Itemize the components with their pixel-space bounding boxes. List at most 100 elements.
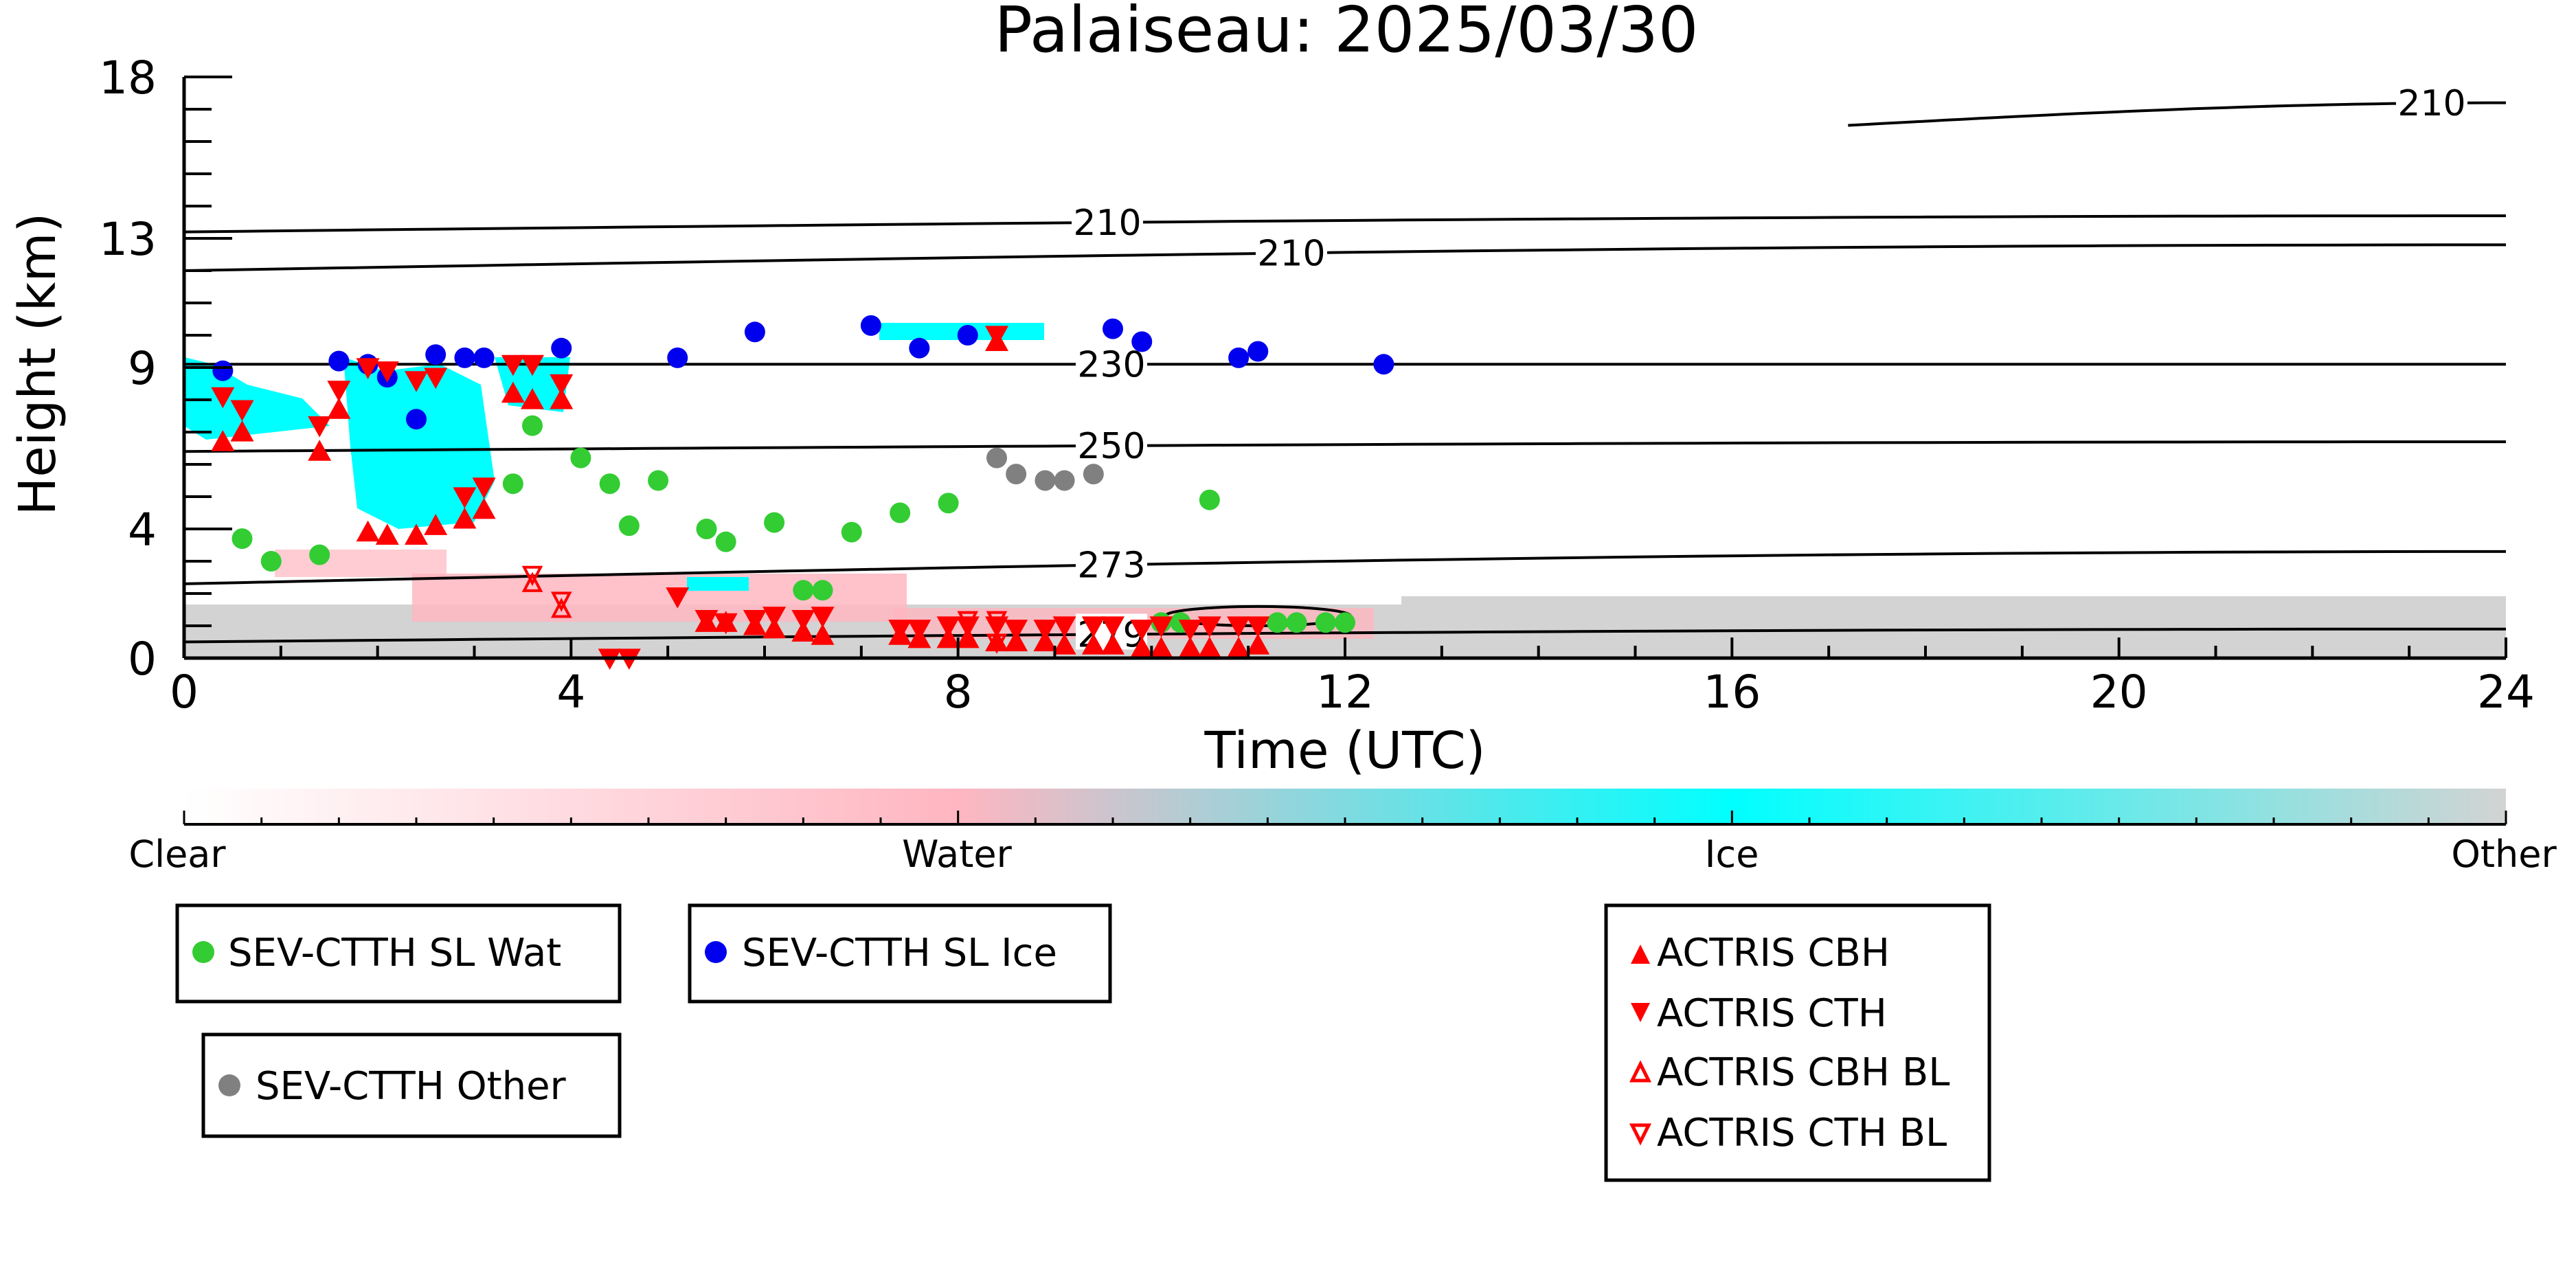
marker-actris-cth bbox=[666, 587, 690, 609]
marker-actris-cbh bbox=[762, 617, 787, 639]
marker-actris-cbh bbox=[936, 626, 960, 648]
isotherm-label-bg bbox=[1076, 343, 1147, 380]
marker-sev-ctth-sl-ice bbox=[1131, 331, 1153, 352]
marker-sev-ctth-sl-wat bbox=[231, 528, 253, 550]
marker-sev-ctth-sl-ice bbox=[957, 325, 978, 346]
x-tick-label: 8 bbox=[944, 666, 973, 719]
isotherm-label-bg bbox=[1076, 544, 1147, 580]
marker-sev-ctth-sl-wat bbox=[1199, 489, 1220, 510]
marker-sev-ctth-sl-ice bbox=[1247, 341, 1269, 362]
legend-box-sev-ice: SEV-CTTH SL Ice bbox=[688, 903, 1112, 1004]
isotherm-label-bg bbox=[1256, 232, 1327, 269]
x-tick-label: 20 bbox=[2090, 666, 2148, 719]
marker-actris-cbh bbox=[811, 624, 835, 645]
marker-actris-cbh bbox=[453, 507, 477, 529]
marker-actris-cbh bbox=[375, 523, 399, 545]
marker-actris-cbh bbox=[1081, 633, 1105, 655]
marker-actris-cbh bbox=[1178, 636, 1202, 658]
isotherm-label-bg bbox=[1076, 425, 1147, 461]
marker-sev-ctth-sl-wat bbox=[522, 415, 543, 436]
marker-actris-cth-bl bbox=[521, 565, 543, 587]
colorbar-label-clear: Clear bbox=[128, 833, 226, 876]
colorbar-ticks bbox=[183, 811, 2507, 824]
isotherm-label: 273 bbox=[1077, 545, 1145, 586]
isotherm-label: 230 bbox=[1077, 344, 1145, 385]
marker-sev-ctth-sl-wat bbox=[570, 447, 591, 468]
marker-sev-ctth-sl-ice bbox=[1373, 354, 1394, 375]
marker-sev-ctth-sl-ice bbox=[406, 409, 427, 430]
marker-sev-ctth-other bbox=[1054, 470, 1075, 491]
marker-sev-ctth-sl-wat bbox=[1286, 612, 1307, 633]
marker-actris-cth bbox=[743, 610, 767, 631]
marker-actris-cth bbox=[1227, 616, 1251, 637]
ice-class-patch-small-2 bbox=[687, 577, 749, 591]
ice-class-patch-main bbox=[343, 357, 495, 529]
colorbar-label-water: Water bbox=[902, 833, 1012, 876]
marker-actris-cbh bbox=[501, 381, 525, 403]
marker-actris-cbh bbox=[472, 497, 496, 519]
y-tick-label: 13 bbox=[99, 213, 157, 266]
marker-actris-cth bbox=[936, 616, 960, 637]
legend-label-actris-cth-bl: ACTRIS CTH BL bbox=[1657, 1111, 1947, 1155]
water-class-patch-2 bbox=[275, 550, 447, 577]
marker-sev-ctth-other bbox=[1083, 464, 1104, 485]
marker-actris-cth-bl bbox=[957, 611, 979, 631]
isotherm-label: 210 bbox=[1257, 233, 1325, 274]
marker-sev-ctth-sl-wat bbox=[812, 580, 833, 601]
isotherm-label: 210 bbox=[2397, 83, 2465, 124]
marker-sev-ctth-other bbox=[986, 447, 1007, 468]
marker-actris-cth-bl bbox=[550, 591, 572, 612]
marker-sev-ctth-sl-wat bbox=[890, 502, 911, 523]
marker-sev-ctth-sl-wat bbox=[696, 519, 717, 539]
y-tick-label: 4 bbox=[128, 504, 157, 556]
marker-actris-cth bbox=[1130, 620, 1154, 641]
marker-actris-cbh-bl bbox=[521, 572, 543, 592]
axes: 0 4 8 12 16 20 24 0 4 9 13 18 bbox=[99, 52, 2535, 719]
marker-actris-cth bbox=[501, 354, 525, 376]
marker-actris-cth bbox=[907, 620, 931, 641]
marker-actris-cth bbox=[1246, 616, 1270, 637]
marker-actris-cth bbox=[791, 610, 815, 631]
y-tick-label: 18 bbox=[99, 52, 157, 104]
legend-label-actris-cth: ACTRIS CTH bbox=[1657, 991, 1887, 1036]
colorbar-label-other: Other bbox=[2451, 833, 2557, 876]
isotherm-line bbox=[183, 440, 2506, 453]
marker-actris-cbh bbox=[1149, 636, 1173, 658]
legend-marker-actris-cth bbox=[1631, 1003, 1650, 1022]
y-tick-label: 9 bbox=[128, 342, 157, 395]
legend-label-sev-wat: SEV-CTTH SL Wat bbox=[228, 931, 561, 975]
marker-sev-ctth-sl-wat bbox=[1315, 612, 1336, 633]
isotherm-label: 210 bbox=[1073, 203, 1141, 244]
legend-box-sev-wat: SEV-CTTH SL Wat bbox=[175, 903, 622, 1004]
marker-actris-cth bbox=[1033, 620, 1057, 641]
marker-actris-cbh bbox=[956, 626, 980, 648]
x-tick-label: 4 bbox=[556, 666, 585, 719]
marker-actris-cbh bbox=[211, 430, 235, 451]
legend-marker-actris-cth-bl bbox=[1629, 1123, 1652, 1146]
marker-actris-cbh bbox=[550, 388, 574, 409]
marker-actris-cth bbox=[762, 607, 787, 628]
marker-sev-ctth-sl-wat bbox=[1267, 612, 1288, 633]
marker-actris-cth bbox=[550, 374, 574, 396]
marker-actris-cbh-bl bbox=[550, 598, 572, 618]
legend-marker-actris-cbh bbox=[1631, 945, 1650, 964]
legend-marker-sev-wat bbox=[192, 941, 214, 963]
marker-actris-cth bbox=[888, 620, 912, 641]
marker-actris-cth bbox=[424, 368, 448, 389]
x-axis-title: Time (UTC) bbox=[1204, 721, 1485, 780]
marker-actris-cth bbox=[405, 371, 428, 392]
isotherm-line bbox=[183, 550, 2506, 585]
y-axis-title: Height (km) bbox=[8, 213, 67, 516]
marker-actris-cbh bbox=[424, 514, 448, 535]
x-tick-label: 0 bbox=[170, 666, 199, 719]
marker-sev-ctth-sl-ice bbox=[473, 347, 495, 368]
marker-sev-ctth-other bbox=[1006, 464, 1027, 485]
legend-marker-actris-cbh-bl bbox=[1629, 1060, 1652, 1083]
colorbar-label-ice: Ice bbox=[1705, 833, 1759, 876]
marker-sev-ctth-sl-wat bbox=[841, 521, 862, 543]
marker-actris-cth bbox=[714, 613, 738, 635]
marker-sev-ctth-sl-wat bbox=[599, 473, 620, 495]
marker-sev-ctth-sl-ice bbox=[212, 360, 234, 381]
marker-actris-cth bbox=[521, 354, 544, 376]
marker-actris-cth bbox=[308, 416, 332, 438]
